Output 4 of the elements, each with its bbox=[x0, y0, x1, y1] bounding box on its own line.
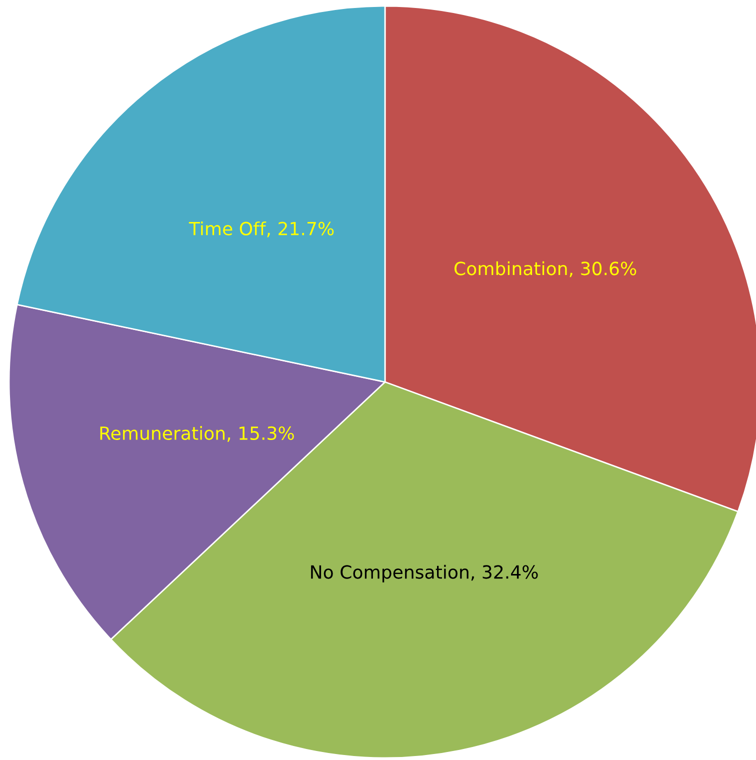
slice-label: No Compensation, 32.4% bbox=[311, 564, 538, 582]
slice-label: Time Off, 21.7% bbox=[188, 221, 334, 238]
slice-label: Remuneration, 15.3% bbox=[100, 426, 294, 442]
slice-label: Combination, 30.6% bbox=[454, 261, 636, 278]
